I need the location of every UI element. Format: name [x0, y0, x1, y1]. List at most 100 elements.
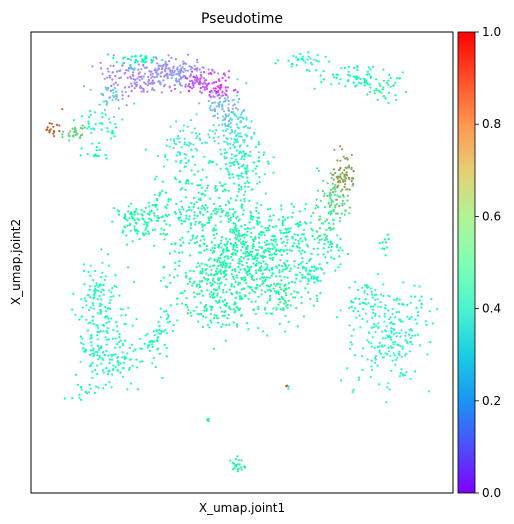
cell-point [284, 244, 287, 247]
cell-point [241, 111, 244, 114]
cell-point [214, 228, 218, 231]
cell-point [187, 85, 190, 88]
cell-point [89, 296, 92, 299]
cell-point [243, 233, 246, 236]
cell-point [378, 349, 381, 352]
cell-point [133, 87, 136, 90]
cell-point [233, 114, 236, 117]
cell-point [254, 300, 257, 303]
cell-point [228, 265, 232, 268]
cell-point [199, 251, 202, 254]
cell-point [176, 274, 179, 277]
cell-point [159, 233, 162, 236]
cell-point [178, 74, 181, 77]
cell-point [257, 307, 260, 311]
cell-point [371, 336, 374, 339]
cell-point [168, 274, 171, 277]
cell-point [252, 161, 256, 164]
cell-point [336, 212, 339, 215]
cell-point [243, 193, 246, 196]
cell-point [207, 221, 210, 224]
cell-point [409, 337, 412, 340]
cell-point [120, 314, 123, 317]
cell-point [391, 359, 394, 362]
cell-point [221, 261, 224, 264]
cell-point [258, 176, 261, 179]
cell-point [237, 101, 240, 104]
cell-point [226, 96, 230, 99]
cell-point [226, 255, 229, 258]
cell-point [390, 369, 393, 372]
cell-point [141, 347, 144, 350]
cell-point [343, 185, 346, 189]
cell-point [236, 108, 239, 111]
cell-point [111, 71, 114, 74]
cell-point [137, 75, 141, 79]
cell-point [398, 77, 401, 80]
cell-point [272, 244, 275, 247]
cell-point [305, 68, 308, 72]
cell-point [225, 124, 228, 128]
cell-point [208, 159, 211, 162]
cell-point [237, 283, 240, 286]
cell-point [332, 208, 335, 212]
cell-point [200, 207, 203, 210]
cell-point [181, 251, 184, 254]
cell-point [257, 141, 260, 144]
cell-point [255, 209, 258, 213]
cell-point [312, 247, 315, 250]
cell-point [200, 178, 203, 182]
cell-point [310, 275, 313, 278]
cell-point [189, 227, 192, 230]
cell-point [164, 233, 167, 236]
cell-point [257, 216, 261, 219]
cell-point [222, 190, 225, 193]
cell-point [222, 110, 226, 113]
cell-point [202, 315, 205, 318]
cell-point [223, 118, 226, 121]
cell-point [268, 243, 271, 246]
cell-point [318, 239, 321, 242]
cell-point [223, 314, 226, 317]
cell-point [153, 89, 156, 92]
cell-point [315, 198, 318, 201]
cell-point [116, 360, 119, 363]
cell-point [234, 296, 237, 299]
cell-point [95, 154, 98, 157]
cell-point [240, 459, 243, 462]
cell-point [216, 188, 219, 191]
cell-point [342, 193, 345, 197]
cell-point [215, 90, 218, 94]
cell-point [396, 356, 399, 359]
cell-point [184, 83, 187, 86]
cell-point [213, 107, 216, 110]
cell-point [53, 135, 56, 138]
cell-point [101, 122, 104, 126]
cell-point [278, 322, 281, 325]
cell-point [301, 273, 304, 277]
cell-point [192, 84, 195, 87]
cell-point [278, 250, 282, 253]
cell-point [220, 86, 223, 89]
cell-point [132, 350, 135, 353]
cell-point [256, 182, 259, 185]
cell-point [104, 305, 107, 308]
cell-point [273, 235, 277, 238]
cell-point [430, 297, 433, 301]
cell-point [196, 293, 199, 296]
cell-point [138, 79, 141, 82]
cell-point [238, 235, 241, 238]
cell-point [205, 141, 208, 144]
cell-point [194, 223, 197, 226]
cell-point [121, 367, 124, 370]
cell-point [192, 196, 196, 200]
cell-point [217, 256, 221, 259]
cell-point [247, 185, 250, 188]
cell-point [182, 241, 185, 244]
cell-point [207, 133, 210, 136]
cell-point [282, 216, 285, 219]
cell-point [235, 149, 238, 152]
cell-point [97, 386, 100, 389]
cell-point [144, 148, 147, 151]
cell-point [112, 207, 116, 210]
